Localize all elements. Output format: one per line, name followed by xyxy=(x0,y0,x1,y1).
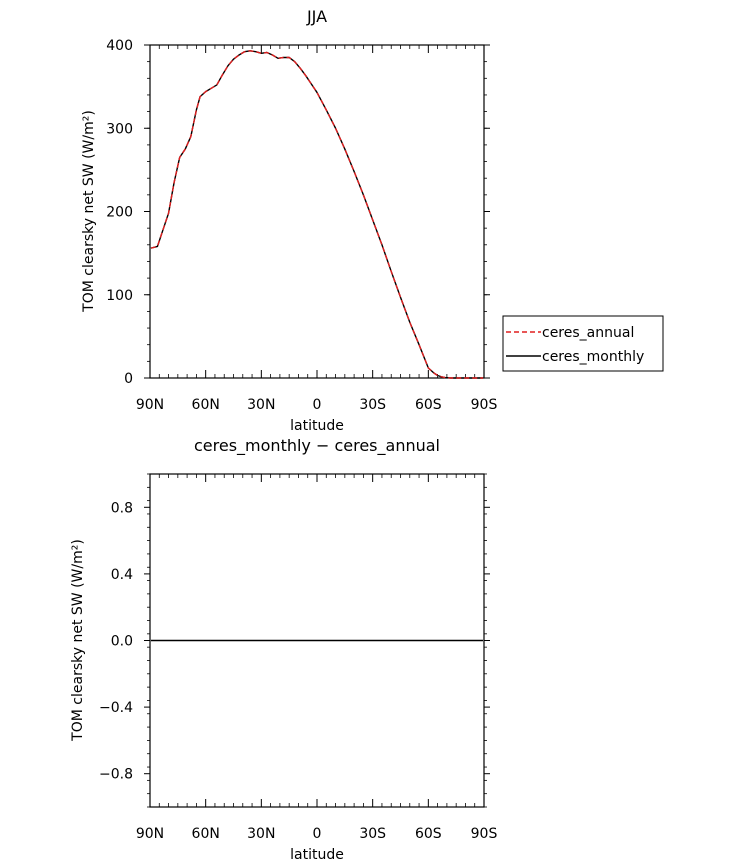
bottom-x-tick-label-60n: 60N xyxy=(192,826,220,842)
top-y-tick-label-300: 300 xyxy=(106,121,133,137)
bottom-x-tick-label-30s: 30S xyxy=(359,826,386,842)
top-y-axis-label: TOM clearsky net SW (W/m²) xyxy=(81,110,97,313)
top-x-tick-label-30n: 30N xyxy=(247,397,275,413)
legend: ceres_annual ceres_monthly xyxy=(502,315,664,372)
panel-bottom: ceres_monthly − ceres_annual 90N 60N 30N… xyxy=(70,436,497,863)
bottom-y-axis-label: TOM clearsky net SW (W/m²) xyxy=(70,539,86,742)
top-series-line-ceres_monthly xyxy=(150,50,484,379)
bottom-y-tick-label-08: 0.8 xyxy=(111,500,133,516)
bottom-x-tick-label-30n: 30N xyxy=(247,826,275,842)
legend-label-ceres-annual: ceres_annual xyxy=(542,325,634,341)
legend-box xyxy=(502,315,664,372)
bottom-plot-area xyxy=(144,473,490,808)
top-x-tick-label-90n: 90N xyxy=(136,397,164,413)
top-y-tick-label-200: 200 xyxy=(106,205,133,221)
bottom-chart-title: ceres_monthly − ceres_annual xyxy=(194,436,440,456)
bottom-y-tick-labels: −0.8 −0.4 0.0 0.4 0.8 xyxy=(99,500,133,782)
top-x-tick-label-60s: 60S xyxy=(415,397,442,413)
bottom-y-tick-label-m04: −0.4 xyxy=(99,700,133,716)
top-ticks xyxy=(144,44,490,379)
bottom-x-axis-label: latitude xyxy=(290,847,344,863)
bottom-x-tick-label-0: 0 xyxy=(313,826,322,842)
top-x-tick-label-60n: 60N xyxy=(192,397,220,413)
top-x-axis-label: latitude xyxy=(290,418,344,434)
top-x-tick-label-0: 0 xyxy=(313,397,322,413)
top-x-tick-labels: 90N 60N 30N 0 30S 60S 90S xyxy=(136,397,498,413)
top-series-group xyxy=(150,50,484,379)
bottom-y-tick-label-04: 0.4 xyxy=(111,567,133,583)
panel-top: JJA 90N 60N 30N 0 30S 60S 90S 0 100 200 … xyxy=(81,7,664,434)
top-x-tick-label-30s: 30S xyxy=(359,397,386,413)
bottom-x-tick-label-90n: 90N xyxy=(136,826,164,842)
top-series-line-ceres_annual xyxy=(150,50,484,379)
top-chart-title: JJA xyxy=(306,7,327,26)
bottom-y-tick-label-m08: −0.8 xyxy=(99,767,133,783)
top-plot-area xyxy=(144,44,490,379)
bottom-ticks xyxy=(144,473,490,808)
top-plot-frame xyxy=(149,44,485,379)
top-y-tick-labels: 0 100 200 300 400 xyxy=(106,38,133,387)
bottom-x-tick-label-90s: 90S xyxy=(471,826,498,842)
top-y-tick-label-400: 400 xyxy=(106,38,133,54)
bottom-y-tick-label-00: 0.0 xyxy=(111,634,133,650)
bottom-x-tick-label-60s: 60S xyxy=(415,826,442,842)
top-x-tick-label-90s: 90S xyxy=(471,397,498,413)
legend-label-ceres-monthly: ceres_monthly xyxy=(542,349,644,365)
bottom-x-tick-labels: 90N 60N 30N 0 30S 60S 90S xyxy=(136,826,498,842)
top-y-tick-label-100: 100 xyxy=(106,288,133,304)
top-y-tick-label-0: 0 xyxy=(124,371,133,387)
